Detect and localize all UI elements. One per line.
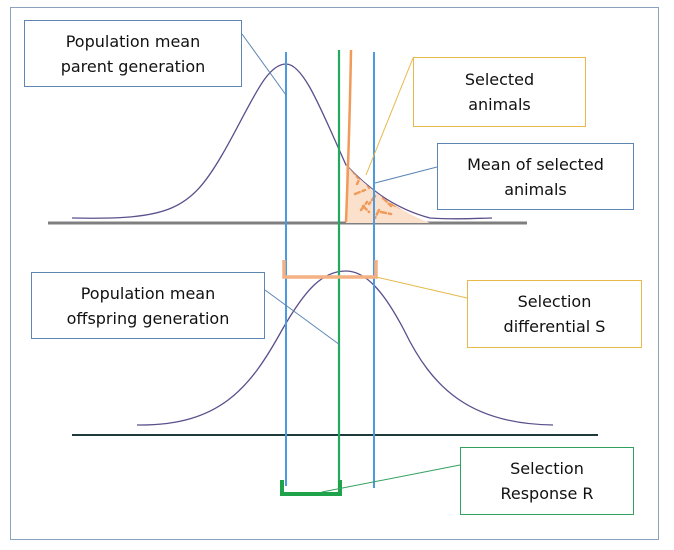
parent-mean-label: Population mean parent generation [24, 20, 242, 87]
selection-response-bracket [280, 480, 342, 496]
offspring-distribution-curve [136, 270, 554, 426]
connector-selection-response [321, 464, 461, 493]
connector-selection-differential [375, 276, 468, 299]
connector-parent-mean [241, 33, 287, 96]
selection-differential-bracket [282, 260, 378, 279]
selection-response-label-line2: Response R [500, 484, 594, 503]
parent-mean-label-line2: parent generation [60, 56, 206, 76]
selection-response-label: Selection Response R [460, 447, 634, 515]
offspring-mean-label-line2: offspring generation [66, 308, 230, 328]
selected-mean-label-line2: animals [504, 179, 567, 199]
selected-mean-label-line1: Mean of selected [467, 154, 604, 174]
parent-mean-label-line1: Population mean [65, 31, 201, 51]
selection-differential-label: Selection differential S [467, 280, 642, 348]
offspring-mean-label-line1: Population mean [80, 283, 216, 303]
selection-differential-label-line1: Selection [517, 292, 592, 311]
offspring-mean-label: Population mean offspring generation [31, 272, 265, 339]
selected-region [346, 165, 430, 223]
selected-mean-label: Mean of selected animals [437, 143, 634, 210]
selected-animals-label-line2: animals [468, 95, 531, 114]
connector-selected-animals [365, 57, 414, 176]
selected-animals-label: Selected animals [413, 57, 586, 127]
selected-animals-label-line1: Selected [464, 70, 535, 89]
parent-distribution-curve [71, 63, 493, 220]
connector-offspring-mean [264, 289, 341, 346]
selection-differential-label-line2: differential S [503, 317, 606, 336]
selection-threshold-line [344, 49, 353, 223]
selection-response-label-line1: Selection [510, 459, 584, 478]
connector-selected-mean [374, 166, 438, 184]
